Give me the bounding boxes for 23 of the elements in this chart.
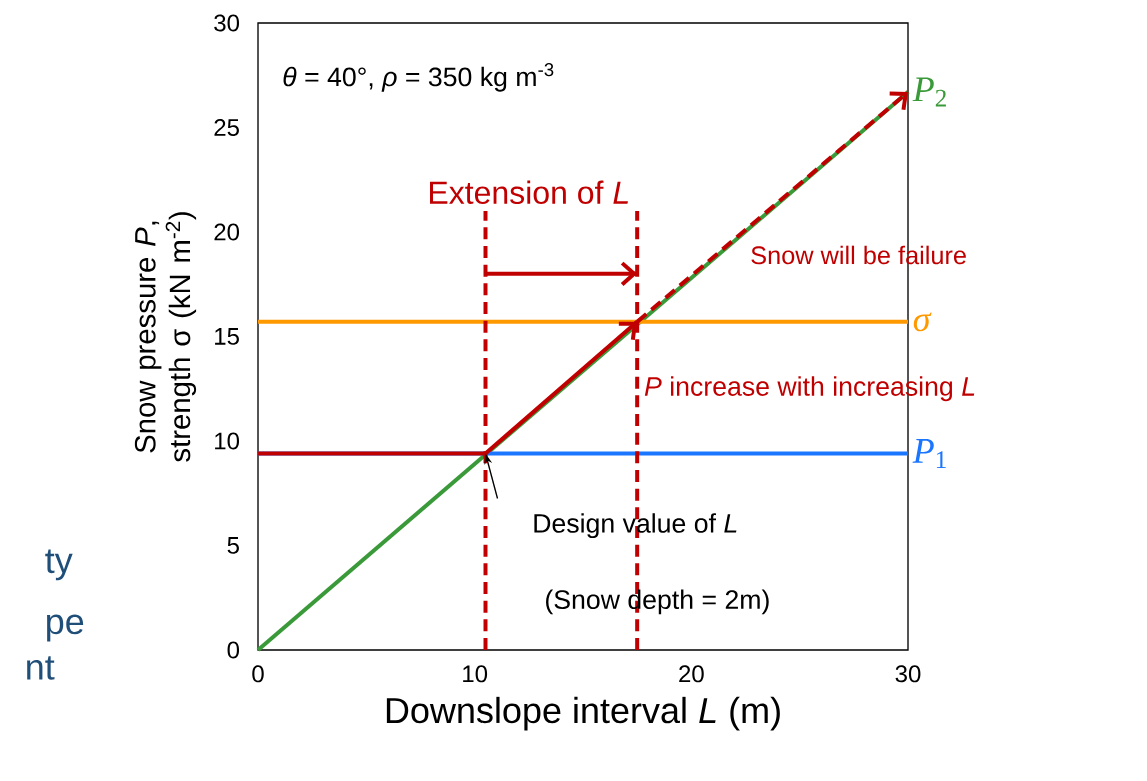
series-label: P$_{2}$ — [912, 77, 946, 107]
x-tick-label: 0 — [252, 665, 264, 683]
text: nt — [27, 656, 55, 680]
y-tick-label: 0 — [227, 641, 240, 659]
y-tick-label: 30 — [214, 14, 240, 32]
y-axis-title: Snow pressure P, strength σ (kN m$^{-2}$) — [134, 212, 197, 462]
series-label: σ — [913, 312, 932, 332]
y-tick-label: 10 — [215, 432, 240, 450]
y-tick-label: 15 — [215, 328, 239, 345]
y-tick-label: 25 — [214, 118, 239, 136]
y-tick-label: 5 — [227, 537, 239, 554]
x-tick-label: 30 — [895, 665, 921, 683]
x-tick-label: 10 — [463, 665, 488, 683]
annotation: θ = 40°, ρ = 350 kg m$^{-3}$ — [283, 63, 554, 92]
annotation: Extension of L — [430, 180, 628, 205]
text: ty — [45, 549, 73, 581]
annotation: Design value of L — [534, 513, 737, 539]
y-tick-label: 20 — [214, 223, 240, 241]
x-axis-title: Downslope interval L (m) — [386, 696, 780, 731]
series-label: P$_{1}$ — [912, 439, 946, 468]
annotation: (Snow depth = 2m) — [546, 589, 769, 615]
x-tick-label: 20 — [679, 665, 704, 683]
text: pe — [47, 614, 84, 642]
